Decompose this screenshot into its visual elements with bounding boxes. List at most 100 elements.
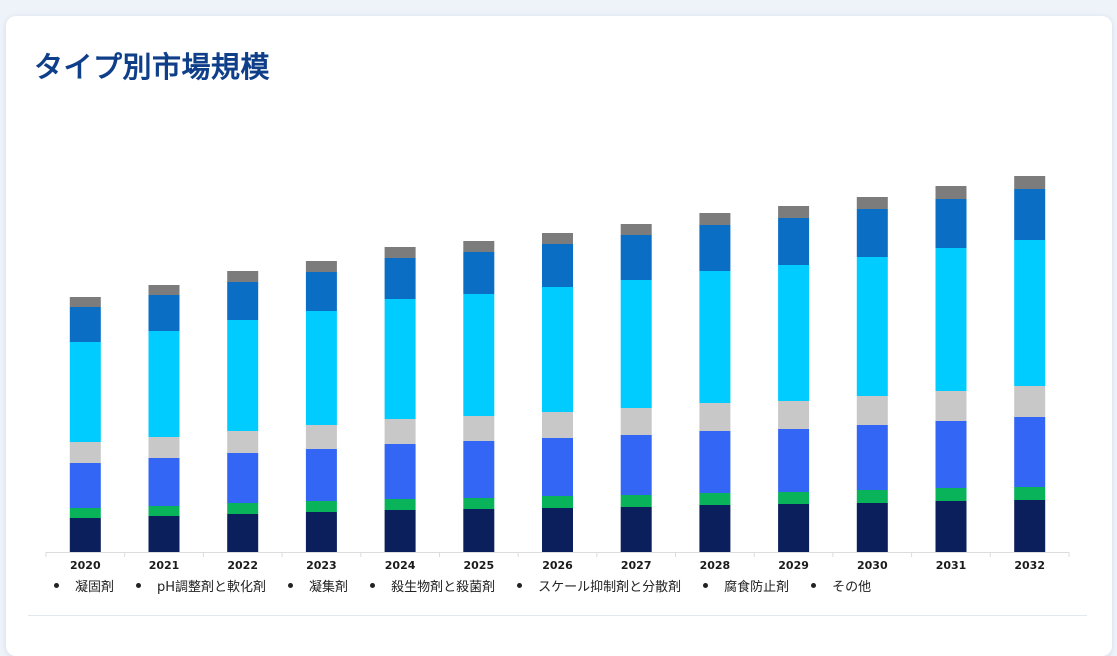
bar-segment: [463, 509, 495, 552]
bar-segment: [463, 241, 495, 252]
legend-label: 殺生物剤と殺菌剤: [391, 580, 496, 595]
bar-segment: [305, 261, 337, 272]
bar-segment: [778, 492, 810, 504]
bar-segment: [463, 498, 495, 509]
x-tick-label: 2031: [936, 559, 967, 572]
bar-segment: [227, 271, 259, 282]
bar-segment: [935, 248, 967, 391]
bar-segment: [69, 442, 101, 463]
bar-segment: [699, 225, 731, 271]
chart-legend: 凝固剤 pH調整剤と軟化剤 凝集剤 殺生物剤と殺菌剤 スケール抑制剤と分散剤 腐…: [54, 576, 893, 595]
bar-segment: [305, 272, 337, 311]
bar-segment: [620, 224, 652, 235]
bar-segment: [69, 307, 101, 342]
legend-item-flocculant: 凝集剤: [288, 576, 348, 595]
bar-segment: [384, 510, 416, 552]
bar-segment: [542, 496, 573, 508]
page-title: タイプ別市場規模: [34, 50, 271, 84]
legend-item-other: その他: [811, 576, 871, 595]
bullet-icon: [288, 583, 294, 588]
bar-segment: [778, 265, 810, 401]
bar-segment: [463, 416, 495, 441]
bar-segment: [148, 295, 180, 331]
legend-label: 凝集剤: [309, 580, 349, 595]
bullet-icon: [370, 583, 376, 588]
bar-segment: [305, 425, 337, 449]
bar-segment: [542, 438, 573, 496]
bar-segment: [305, 311, 337, 425]
bar-segment: [856, 425, 888, 490]
bar-segment: [699, 431, 731, 493]
legend-item-corrosion-inhibitor: 腐食防止剤: [703, 576, 789, 595]
bar-segment: [856, 490, 888, 503]
legend-label: スケール抑制剤と分散剤: [538, 580, 682, 595]
bar-segment: [620, 507, 652, 552]
bar-segment: [463, 441, 495, 498]
stacked-bar-chart: 2020 2021 2022 2023 2024 2025 2026 2027 2028 2029…: [45, 176, 1070, 572]
bar-segment: [778, 206, 810, 218]
bar-segment: [856, 396, 888, 425]
bullet-icon: [136, 583, 142, 588]
bar-segment: [69, 518, 101, 552]
bar-segment: [935, 199, 967, 248]
bar-segment: [148, 437, 180, 458]
bullet-icon: [517, 583, 523, 588]
bar-segment: [542, 233, 573, 244]
bar-segment: [69, 463, 101, 508]
bullet-icon: [703, 583, 709, 588]
bar-segment: [935, 391, 967, 421]
bullet-icon: [54, 583, 59, 588]
bar-segment: [1014, 417, 1046, 487]
legend-label: 凝固剤: [75, 580, 115, 595]
bullet-icon: [811, 583, 817, 588]
legend-item-coagulant: 凝固剤: [54, 576, 114, 595]
x-tick-label: 2027: [621, 559, 652, 572]
bar-segment: [935, 421, 967, 488]
bar-segment: [69, 297, 101, 307]
bar-segment: [227, 453, 259, 503]
bar-segment: [699, 403, 731, 431]
bar-segment: [699, 505, 731, 552]
bar-segment: [148, 458, 180, 506]
bar-segment: [620, 435, 652, 495]
bar-segment: [778, 218, 810, 265]
bar-segment: [699, 271, 731, 403]
bar-segment: [699, 213, 731, 225]
bar-segment: [384, 258, 416, 299]
bar-segment: [227, 282, 259, 320]
x-tick-label: 2026: [542, 559, 573, 572]
bar-segment: [778, 429, 810, 492]
bar-segment: [778, 504, 810, 552]
bar-segment: [935, 186, 967, 199]
bar-segment: [384, 247, 416, 258]
x-tick-label: 2021: [149, 559, 180, 572]
x-tick-label: 2023: [306, 559, 337, 572]
bar-segment: [542, 508, 573, 552]
bar-segment: [148, 331, 180, 437]
bar-segment: [1014, 500, 1046, 552]
bar-segment: [542, 287, 573, 412]
bar-segment: [1014, 487, 1046, 500]
bar-segment: [227, 503, 259, 514]
bar-segment: [1014, 189, 1046, 240]
legend-item-biocide: 殺生物剤と殺菌剤: [370, 576, 495, 595]
bar-segment: [856, 503, 888, 552]
bar-segment: [620, 280, 652, 408]
legend-item-scale-inhibitor: スケール抑制剤と分散剤: [517, 576, 681, 595]
bar-segment: [148, 506, 180, 516]
bar-segment: [305, 501, 337, 512]
x-tick-label: 2028: [700, 559, 731, 572]
bar-segment: [69, 508, 101, 518]
bar-segment: [935, 501, 967, 552]
bar-segment: [463, 294, 495, 416]
bar-segment: [305, 449, 337, 501]
bar-segment: [463, 252, 495, 294]
bar-segment: [227, 431, 259, 453]
x-tick-label: 2025: [463, 559, 494, 572]
bar-segment: [856, 209, 888, 257]
legend-label: 腐食防止剤: [724, 580, 790, 595]
bar-segment: [148, 285, 180, 295]
bar-segment: [384, 419, 416, 444]
bar-segment: [542, 244, 573, 287]
bar-segment: [856, 257, 888, 396]
